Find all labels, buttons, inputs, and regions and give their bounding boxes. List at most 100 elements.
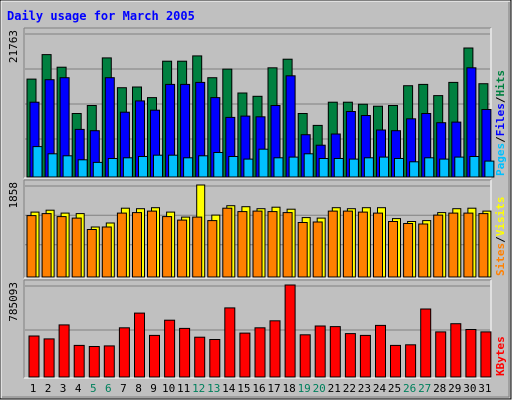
bar-kbytes-day-1	[28, 335, 40, 378]
x-tick-label-day-20: 20	[313, 382, 326, 395]
bar-kbytes-day-18	[284, 284, 296, 378]
y-max-label-top: 21763	[7, 30, 20, 63]
legend-item: Files	[494, 103, 507, 136]
bar-pages-day-15	[243, 158, 254, 178]
legend-top: Pages/Files/Hits	[494, 70, 507, 176]
bar-pages-day-2	[47, 153, 58, 178]
legend-item: Sites	[494, 243, 507, 276]
bar-kbytes-day-16	[254, 327, 266, 378]
bar-pages-day-24	[379, 156, 389, 178]
bar-pages-day-27	[424, 157, 435, 178]
bar-pages-day-26	[409, 161, 420, 178]
bar-sites-day-10	[162, 216, 173, 278]
bar-kbytes-day-7	[118, 327, 130, 378]
legend-item: KBytes	[494, 336, 507, 376]
legend-item: /	[494, 236, 507, 243]
chart-title: Daily usage for March 2005	[7, 9, 195, 23]
x-tick-label-day-14: 14	[222, 382, 236, 395]
bar-sites-day-16	[252, 210, 263, 278]
bar-pages-day-14	[228, 156, 239, 178]
bar-kbytes-day-23	[359, 334, 371, 378]
bar-pages-day-22	[348, 158, 359, 178]
bar-pages-day-10	[168, 154, 179, 178]
x-tick-label-day-16: 16	[252, 382, 265, 395]
bar-kbytes-day-15	[239, 332, 251, 378]
bar-kbytes-day-11	[179, 327, 191, 378]
bar-sites-day-2	[41, 213, 52, 278]
bar-pages-day-23	[363, 157, 374, 178]
panel-bottom: 785093 KBytes	[7, 279, 507, 379]
bar-kbytes-day-13	[209, 339, 221, 378]
bar-sites-day-27	[418, 223, 429, 278]
bar-sites-day-18	[282, 212, 293, 278]
x-tick-label-day-23: 23	[358, 382, 371, 395]
bar-pages-day-7	[122, 157, 133, 178]
bar-kbytes-day-29	[450, 323, 462, 378]
bar-sites-day-8	[132, 212, 142, 278]
bar-pages-day-5	[92, 161, 103, 178]
bar-sites-day-30	[463, 212, 474, 278]
bar-kbytes-day-14	[224, 307, 236, 378]
bar-pages-day-9	[153, 154, 163, 178]
x-tick-label-day-21: 21	[328, 382, 341, 395]
y-max-label-bottom: 785093	[7, 282, 20, 322]
x-tick-label-day-4: 4	[75, 382, 82, 395]
legend-item: /	[494, 96, 507, 103]
bar-pages-day-8	[138, 156, 148, 178]
x-tick-label-day-15: 15	[237, 382, 250, 395]
legend-bottom: KBytes	[494, 336, 507, 376]
bar-pages-day-1	[32, 146, 43, 178]
bar-sites-day-25	[388, 221, 398, 278]
bar-sites-day-24	[373, 212, 383, 278]
x-tick-label-day-6: 6	[105, 382, 112, 395]
bar-kbytes-day-10	[164, 319, 176, 378]
bar-kbytes-day-21	[329, 326, 341, 378]
bar-kbytes-day-28	[435, 331, 447, 378]
legend-item: Visits	[494, 197, 507, 237]
bar-pages-day-25	[394, 158, 404, 178]
bar-kbytes-day-26	[405, 344, 417, 378]
bar-pages-day-6	[107, 158, 118, 178]
bar-pages-day-21	[333, 158, 344, 178]
bar-kbytes-day-27	[420, 308, 432, 378]
bar-pages-day-29	[454, 156, 465, 178]
bar-kbytes-day-3	[58, 324, 70, 378]
bar-sites-day-14	[222, 207, 233, 278]
bar-sites-day-20	[312, 221, 323, 278]
bar-sites-day-19	[297, 222, 308, 278]
bar-sites-day-31	[478, 213, 489, 278]
x-tick-label-day-17: 17	[267, 382, 280, 395]
bar-sites-day-26	[403, 223, 414, 278]
x-tick-label-day-3: 3	[60, 382, 67, 395]
bar-kbytes-day-24	[375, 324, 386, 378]
bar-kbytes-day-31	[480, 331, 492, 378]
x-tick-label-day-26: 26	[403, 382, 416, 395]
x-tick-label-day-7: 7	[120, 382, 127, 395]
bar-sites-day-12	[192, 216, 203, 278]
x-tick-label-day-30: 30	[463, 382, 476, 395]
bar-sites-day-6	[101, 226, 112, 278]
bar-sites-day-21	[327, 210, 338, 278]
bar-kbytes-day-20	[314, 325, 326, 378]
legend-item: Pages	[494, 143, 507, 176]
bar-sites-day-13	[207, 220, 218, 278]
bar-kbytes-day-4	[73, 344, 85, 378]
bar-sites-day-3	[56, 216, 67, 278]
bar-kbytes-day-30	[465, 329, 477, 378]
legend-item: /	[494, 136, 507, 143]
bar-pages-day-16	[258, 148, 269, 178]
x-tick-label-day-27: 27	[418, 382, 431, 395]
bar-kbytes-day-2	[43, 338, 55, 378]
x-tick-label-day-12: 12	[192, 382, 205, 395]
y-max-label-middle: 1858	[7, 182, 20, 209]
bar-kbytes-day-25	[390, 344, 401, 378]
bar-kbytes-day-5	[88, 346, 100, 378]
bar-kbytes-day-12	[194, 336, 206, 378]
x-tick-label-day-10: 10	[162, 382, 175, 395]
bar-kbytes-day-19	[299, 334, 311, 378]
x-tick-label-day-8: 8	[135, 382, 142, 395]
legend-item: Hits	[494, 70, 507, 97]
bar-pages-day-28	[439, 158, 450, 178]
